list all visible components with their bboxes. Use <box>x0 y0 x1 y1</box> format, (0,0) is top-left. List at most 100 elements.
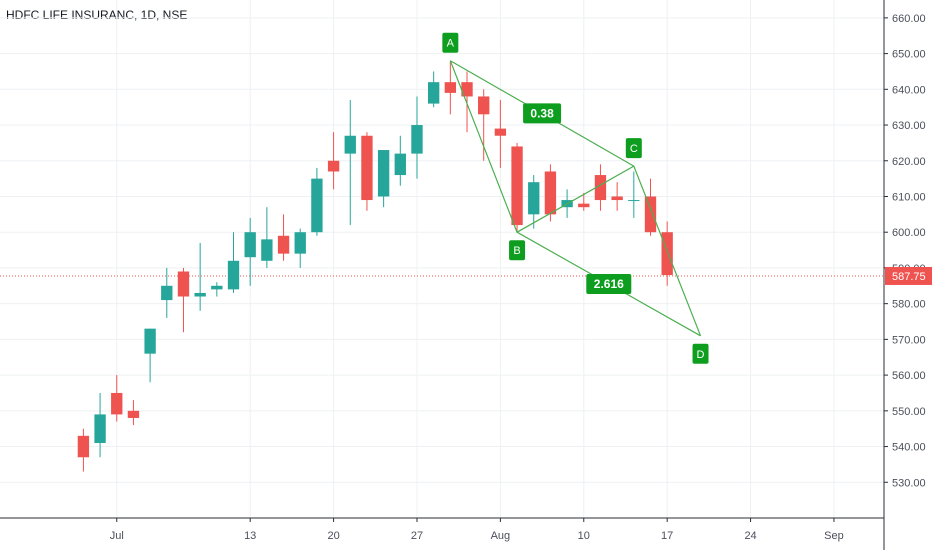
candle-body <box>161 285 173 301</box>
x-tick-label: 17 <box>661 530 673 542</box>
candle[interactable] <box>511 142 523 233</box>
candle[interactable] <box>444 60 457 115</box>
price-axis[interactable]: 530.00540.00550.00560.00570.00580.00590.… <box>884 13 932 489</box>
candle-body <box>628 200 640 202</box>
candle[interactable] <box>361 132 373 211</box>
candle-body <box>594 175 607 201</box>
candle-body <box>194 292 206 297</box>
abcd-pattern[interactable]: 0.38 2.616 A B C D <box>442 32 709 364</box>
candle-body <box>478 96 490 115</box>
candle[interactable] <box>144 328 156 383</box>
candle-body <box>377 150 390 197</box>
candle[interactable] <box>277 214 290 261</box>
grid <box>0 0 884 518</box>
candle[interactable] <box>494 100 507 168</box>
x-tick-label: Jul <box>110 530 124 542</box>
pattern-point-bg <box>509 240 526 261</box>
candle-body <box>411 125 423 154</box>
y-tick-label: 550.00 <box>892 406 926 418</box>
candle-body <box>311 178 323 233</box>
pattern-point-bg <box>625 138 642 159</box>
y-tick-label: 620.00 <box>892 156 926 168</box>
candle-body <box>661 232 673 276</box>
candle-body <box>261 239 273 261</box>
candle-body <box>244 232 256 258</box>
candle-body <box>327 160 340 172</box>
y-tick-label: 640.00 <box>892 84 926 96</box>
candle[interactable] <box>661 221 673 286</box>
x-tick-label: 13 <box>244 530 256 542</box>
ratio-label: 2.616 <box>594 277 624 291</box>
pattern-point-label: A <box>447 38 455 50</box>
candle-body <box>144 328 156 354</box>
candle-body <box>277 235 290 254</box>
candle[interactable] <box>177 267 190 333</box>
candle[interactable] <box>94 392 106 458</box>
candle[interactable] <box>244 217 256 286</box>
candle-body <box>111 392 123 415</box>
x-tick-label: Sep <box>824 530 844 542</box>
last-price-tag <box>885 266 932 285</box>
candle[interactable] <box>594 164 607 211</box>
y-tick-label: 610.00 <box>892 191 926 203</box>
candle[interactable] <box>394 135 406 186</box>
candle-body <box>94 414 106 443</box>
candle[interactable] <box>261 207 273 268</box>
candle-body <box>294 232 306 254</box>
candle[interactable] <box>311 167 323 236</box>
x-tick-label: Aug <box>491 530 511 542</box>
candle-body <box>127 410 140 418</box>
chart-title: HDFC LIFE INSURANC, 1D, NSE <box>6 8 188 22</box>
candle-body <box>227 260 240 290</box>
candle[interactable] <box>377 150 390 208</box>
candle-body <box>444 82 457 93</box>
candle[interactable] <box>127 400 140 426</box>
axes <box>0 0 885 550</box>
candle-body <box>544 171 557 215</box>
candle[interactable] <box>528 175 540 229</box>
pattern-zigzag[interactable] <box>449 60 702 337</box>
y-tick-label: 660.00 <box>892 13 926 25</box>
candle[interactable] <box>578 192 590 211</box>
candle-body <box>427 82 440 104</box>
candle[interactable] <box>294 228 306 268</box>
ratio-label: 0.38 <box>530 106 554 120</box>
candle[interactable] <box>161 267 173 318</box>
candle[interactable] <box>544 164 557 222</box>
pattern-point-label: C <box>630 143 638 155</box>
y-tick-label: 560.00 <box>892 370 926 382</box>
y-tick-label: 650.00 <box>892 49 926 61</box>
candle-body <box>77 435 90 458</box>
candle[interactable] <box>427 71 440 108</box>
candle[interactable] <box>327 132 340 190</box>
candle-body <box>461 82 473 97</box>
candle-body <box>528 182 540 215</box>
candle-body <box>394 153 406 176</box>
ratio-label-bg <box>586 274 632 295</box>
candle[interactable] <box>194 242 206 311</box>
candles[interactable] <box>77 60 673 472</box>
x-tick-label: 20 <box>327 530 339 542</box>
candle[interactable] <box>478 89 490 161</box>
candle[interactable] <box>344 100 356 226</box>
pattern-point-bg <box>442 32 459 53</box>
candle[interactable] <box>461 71 473 133</box>
x-tick-label: 10 <box>578 530 590 542</box>
candle[interactable] <box>227 232 240 293</box>
candle-body <box>494 128 507 136</box>
candle[interactable] <box>77 428 90 472</box>
candle[interactable] <box>628 171 640 218</box>
candle-body <box>361 135 373 201</box>
candle[interactable] <box>611 182 623 211</box>
y-tick-label: 580.00 <box>892 299 926 311</box>
time-axis[interactable]: Jul 13 20 27 Aug 10 17 24 Sep <box>110 518 844 542</box>
candle[interactable] <box>411 96 423 179</box>
candle-body <box>511 146 523 226</box>
ratio-label-bg <box>523 103 562 124</box>
x-tick-label: 24 <box>744 530 756 542</box>
candle[interactable] <box>211 282 223 297</box>
candle[interactable] <box>111 375 123 422</box>
candle-body <box>344 135 356 154</box>
candle-body <box>644 196 657 233</box>
